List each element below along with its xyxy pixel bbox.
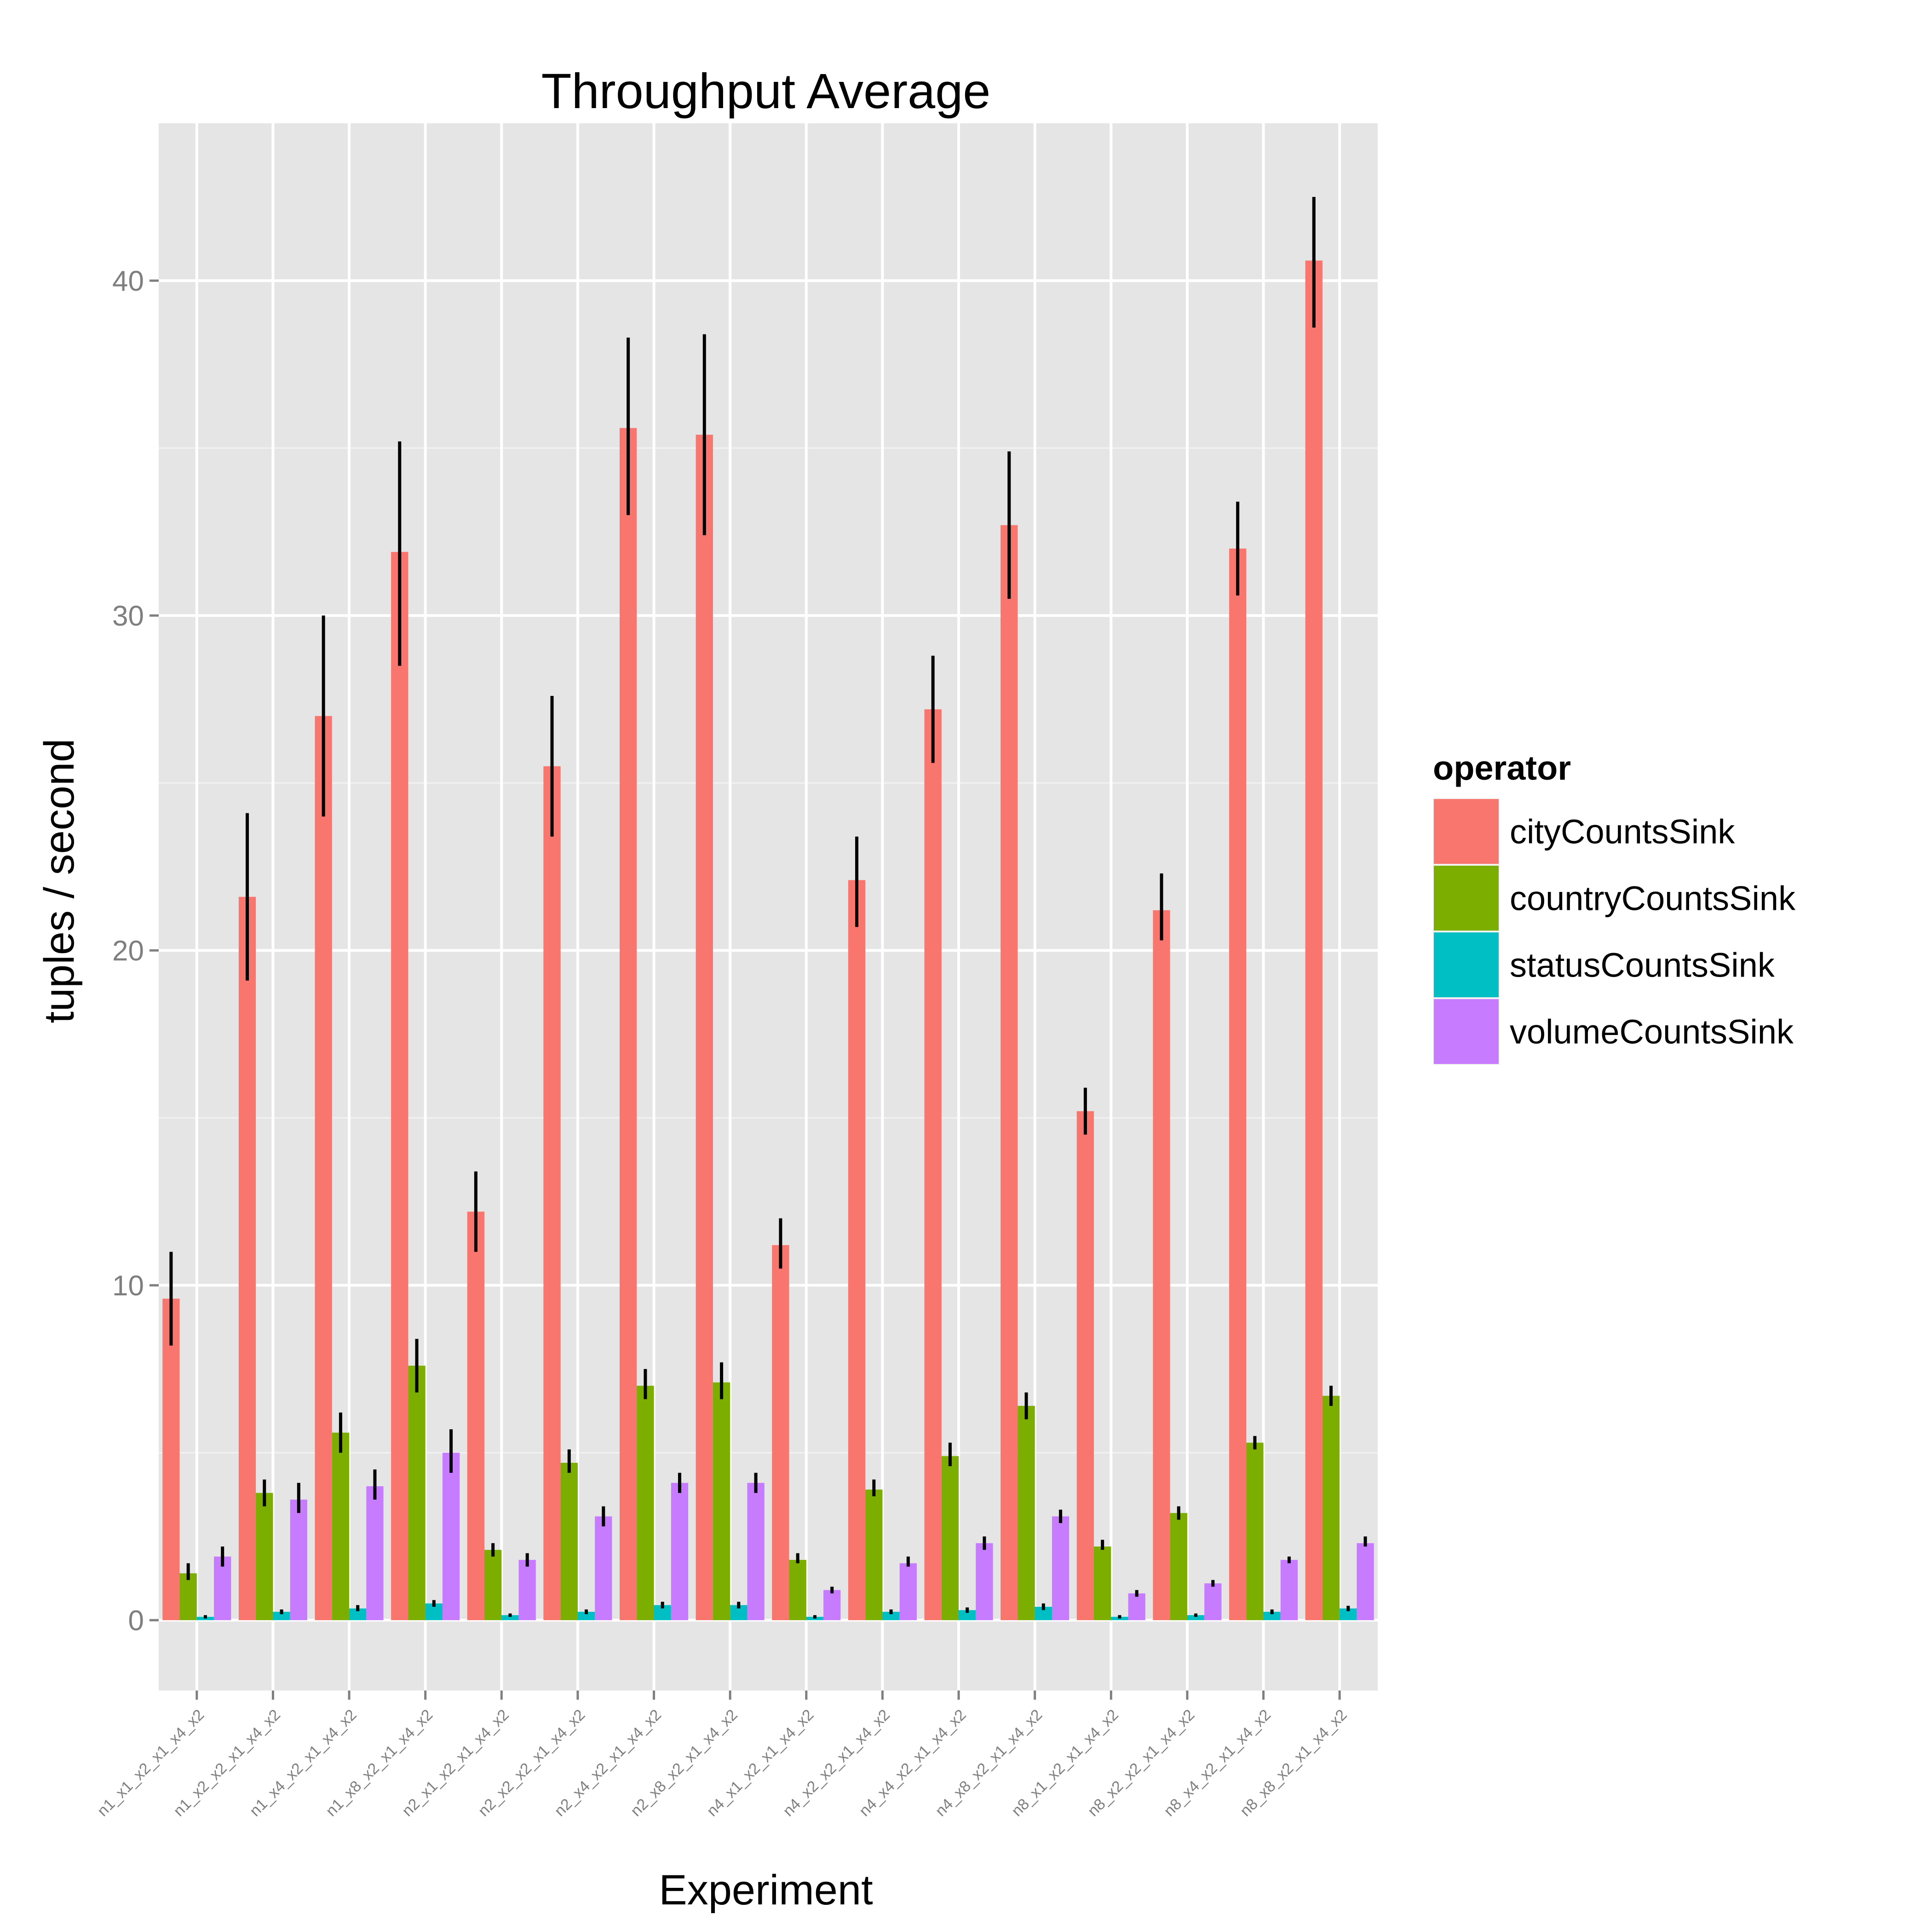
bar-countryCountsSink [1094, 1546, 1111, 1621]
y-tick-label: 10 [112, 1270, 144, 1302]
bar-volumeCountsSink [823, 1590, 841, 1621]
bar-countryCountsSink [1246, 1443, 1264, 1621]
legend-key-volumeCountsSink [1434, 999, 1499, 1064]
bar-volumeCountsSink [671, 1483, 689, 1621]
y-tick-label: 20 [112, 935, 144, 967]
bar-countryCountsSink [484, 1550, 502, 1621]
bar-volumeCountsSink [747, 1483, 765, 1621]
bar-statusCountsSink [1187, 1615, 1205, 1621]
plot-area: 010203040n1_x1_x2_x1_x4_x2n1_x2_x2_x1_x4… [94, 123, 1378, 1820]
bar-volumeCountsSink [366, 1486, 384, 1621]
bar-countryCountsSink [789, 1560, 806, 1621]
bar-cityCountsSink [467, 1211, 485, 1621]
legend-label: statusCountsSink [1510, 946, 1775, 984]
bar-volumeCountsSink [1357, 1543, 1374, 1621]
legend-key-cityCountsSink [1434, 799, 1499, 864]
y-tick-label: 0 [128, 1605, 144, 1637]
bar-volumeCountsSink [290, 1500, 307, 1621]
legend-label: volumeCountsSink [1510, 1013, 1794, 1051]
bar-statusCountsSink [959, 1610, 976, 1621]
bar-volumeCountsSink [976, 1543, 993, 1621]
bar-countryCountsSink [256, 1493, 273, 1621]
bar-cityCountsSink [543, 766, 561, 1621]
bar-cityCountsSink [162, 1299, 180, 1621]
bar-volumeCountsSink [518, 1560, 536, 1621]
bar-cityCountsSink [315, 716, 332, 1621]
bar-cityCountsSink [1076, 1111, 1094, 1621]
legend-key-statusCountsSink [1434, 932, 1499, 997]
chart-title: Throughput Average [541, 63, 991, 119]
bar-countryCountsSink [1170, 1513, 1187, 1621]
bar-statusCountsSink [577, 1611, 595, 1621]
bar-countryCountsSink [179, 1573, 197, 1621]
y-axis-title: tuples / second [36, 739, 83, 1024]
bar-cityCountsSink [1229, 548, 1247, 1621]
bar-cityCountsSink [848, 880, 866, 1621]
panel-background [159, 123, 1378, 1690]
bar-statusCountsSink [882, 1611, 900, 1621]
bar-volumeCountsSink [1204, 1583, 1222, 1621]
y-tick-label: 40 [112, 265, 144, 297]
bar-countryCountsSink [1018, 1406, 1035, 1621]
bar-cityCountsSink [1000, 525, 1018, 1621]
bar-volumeCountsSink [442, 1453, 460, 1621]
bar-volumeCountsSink [214, 1556, 231, 1621]
y-tick-label: 30 [112, 600, 144, 632]
bar-countryCountsSink [865, 1489, 883, 1621]
bar-statusCountsSink [1263, 1611, 1281, 1621]
bar-countryCountsSink [408, 1365, 426, 1621]
bar-volumeCountsSink [1052, 1516, 1070, 1621]
bar-cityCountsSink [1153, 910, 1170, 1621]
legend-key-countryCountsSink [1434, 866, 1499, 931]
legend-label: cityCountsSink [1510, 813, 1735, 851]
legend: operator cityCountsSink countryCountsSink… [1433, 749, 1796, 1065]
bar-statusCountsSink [501, 1615, 519, 1621]
bar-countryCountsSink [941, 1456, 959, 1621]
bar-cityCountsSink [620, 428, 637, 1621]
bar-cityCountsSink [391, 552, 408, 1621]
bar-countryCountsSink [637, 1386, 654, 1621]
bar-volumeCountsSink [899, 1563, 917, 1621]
bar-countryCountsSink [560, 1462, 578, 1621]
bar-volumeCountsSink [1280, 1560, 1298, 1621]
bar-statusCountsSink [273, 1611, 290, 1621]
bar-cityCountsSink [772, 1245, 789, 1621]
bar-countryCountsSink [713, 1382, 730, 1621]
legend-label: countryCountsSink [1510, 880, 1796, 918]
bar-cityCountsSink [696, 435, 713, 1621]
bar-volumeCountsSink [595, 1516, 612, 1621]
bar-cityCountsSink [924, 709, 942, 1621]
legend-title: operator [1433, 749, 1571, 787]
bar-volumeCountsSink [1128, 1593, 1145, 1621]
bar-cityCountsSink [1305, 260, 1322, 1621]
bar-countryCountsSink [332, 1432, 350, 1621]
bar-countryCountsSink [1322, 1396, 1340, 1621]
x-axis-title: Experiment [659, 1867, 873, 1914]
bar-cityCountsSink [238, 897, 256, 1621]
